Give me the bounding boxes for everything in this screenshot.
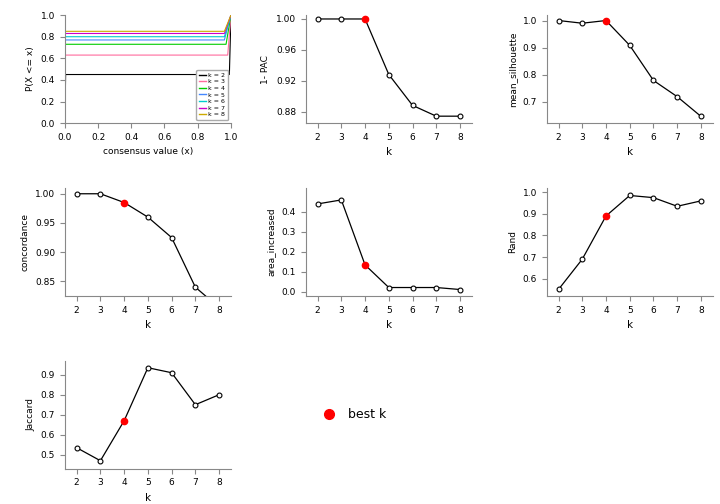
- Y-axis label: Jaccard: Jaccard: [26, 398, 35, 431]
- Y-axis label: Rand: Rand: [508, 230, 517, 254]
- Y-axis label: 1- PAC: 1- PAC: [261, 54, 270, 84]
- X-axis label: k: k: [626, 147, 633, 157]
- Legend: best k: best k: [312, 403, 392, 426]
- X-axis label: k: k: [145, 320, 151, 330]
- Legend: k = 2, k = 3, k = 4, k = 5, k = 6, k = 7, k = 8: k = 2, k = 3, k = 4, k = 5, k = 6, k = 7…: [197, 70, 228, 120]
- X-axis label: k: k: [626, 320, 633, 330]
- X-axis label: k: k: [386, 147, 392, 157]
- X-axis label: consensus value (x): consensus value (x): [103, 147, 193, 156]
- Y-axis label: P(X <= x): P(X <= x): [26, 47, 35, 92]
- X-axis label: k: k: [145, 493, 151, 503]
- X-axis label: k: k: [386, 320, 392, 330]
- Y-axis label: mean_silhouette: mean_silhouette: [508, 31, 517, 107]
- Y-axis label: area_increased: area_increased: [267, 208, 276, 276]
- Y-axis label: concordance: concordance: [20, 213, 30, 271]
